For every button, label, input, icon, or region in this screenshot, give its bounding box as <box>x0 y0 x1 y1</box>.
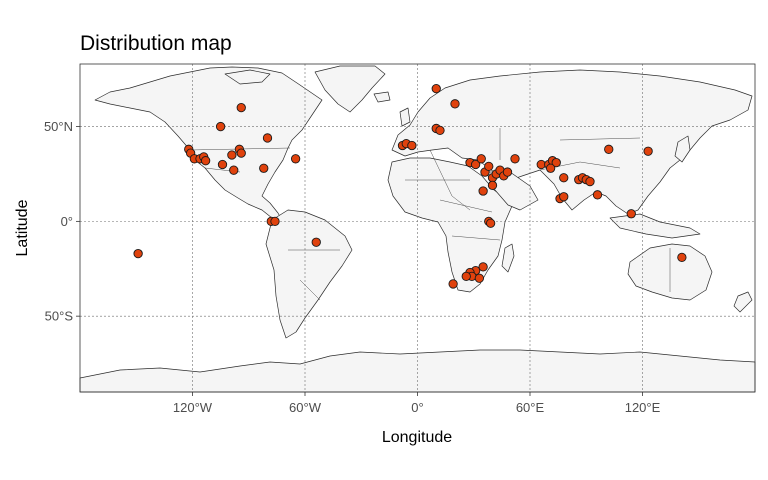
data-point <box>585 176 595 187</box>
x-axis-title: Longitude <box>382 429 452 446</box>
landmass-british-isles <box>399 107 411 127</box>
y-tick-label: 50°N <box>44 119 73 134</box>
data-point <box>461 271 471 281</box>
data-point <box>604 144 614 154</box>
border-line <box>559 137 641 141</box>
x-tick-label: 120°E <box>625 400 661 415</box>
data-point <box>407 140 417 151</box>
data-point <box>476 154 486 164</box>
x-tick-label: 120°W <box>173 400 213 415</box>
data-point <box>487 180 498 190</box>
data-point <box>502 167 513 177</box>
x-tick-label: 60°W <box>289 400 322 415</box>
y-axis-title: Latitude <box>14 199 31 256</box>
data-point <box>259 163 269 173</box>
landmass-new-zealand <box>733 291 753 313</box>
data-point <box>448 279 458 289</box>
landmass-indonesia <box>609 213 701 239</box>
data-point <box>470 159 481 170</box>
landmasses <box>79 65 756 393</box>
data-point <box>311 237 321 247</box>
border-line <box>299 279 321 301</box>
data-point <box>435 125 445 136</box>
data-point <box>485 218 496 228</box>
data-point <box>290 154 301 164</box>
gridlines <box>80 64 755 392</box>
landmass-antarctica <box>79 349 756 393</box>
border-line <box>439 199 493 213</box>
landmass-arabia <box>485 171 539 211</box>
axis-ticks: 120°W 60°W 0° 60°E 120°E 50°N 0° 50°S <box>44 119 661 415</box>
data-point <box>450 99 460 109</box>
data-point <box>677 252 687 263</box>
data-point <box>559 192 569 202</box>
data-point <box>592 190 603 200</box>
chart-title: Distribution map <box>80 32 232 55</box>
data-point <box>545 163 556 173</box>
data-point <box>551 157 561 168</box>
x-tick-label: 0° <box>411 400 423 415</box>
data-point <box>229 165 239 175</box>
data-point <box>200 156 211 166</box>
data-point <box>474 273 485 283</box>
landmass-arctic-islands <box>224 69 271 85</box>
landmass-iceland <box>373 91 391 103</box>
x-tick-label: 60°E <box>516 400 545 415</box>
data-point <box>236 102 246 113</box>
data-point <box>643 146 653 156</box>
data-point <box>215 121 226 132</box>
data-point <box>484 161 494 172</box>
data-point <box>510 154 520 164</box>
data-point <box>478 186 488 196</box>
data-point <box>478 262 488 272</box>
data-points <box>133 83 687 289</box>
data-point <box>626 209 636 219</box>
data-point <box>431 83 441 94</box>
y-tick-label: 50°S <box>45 309 74 324</box>
data-point <box>217 159 228 170</box>
y-tick-label: 0° <box>61 214 73 229</box>
landmass-greenland <box>314 65 386 113</box>
landmass-japan <box>674 135 691 163</box>
data-point <box>262 133 273 143</box>
landmass-madagascar <box>501 243 515 273</box>
landmass-south-america <box>265 209 353 339</box>
data-point <box>270 216 280 227</box>
data-point <box>559 173 569 183</box>
data-point <box>133 248 143 259</box>
border-line <box>451 235 501 241</box>
data-point <box>236 148 246 158</box>
data-point <box>227 150 237 160</box>
